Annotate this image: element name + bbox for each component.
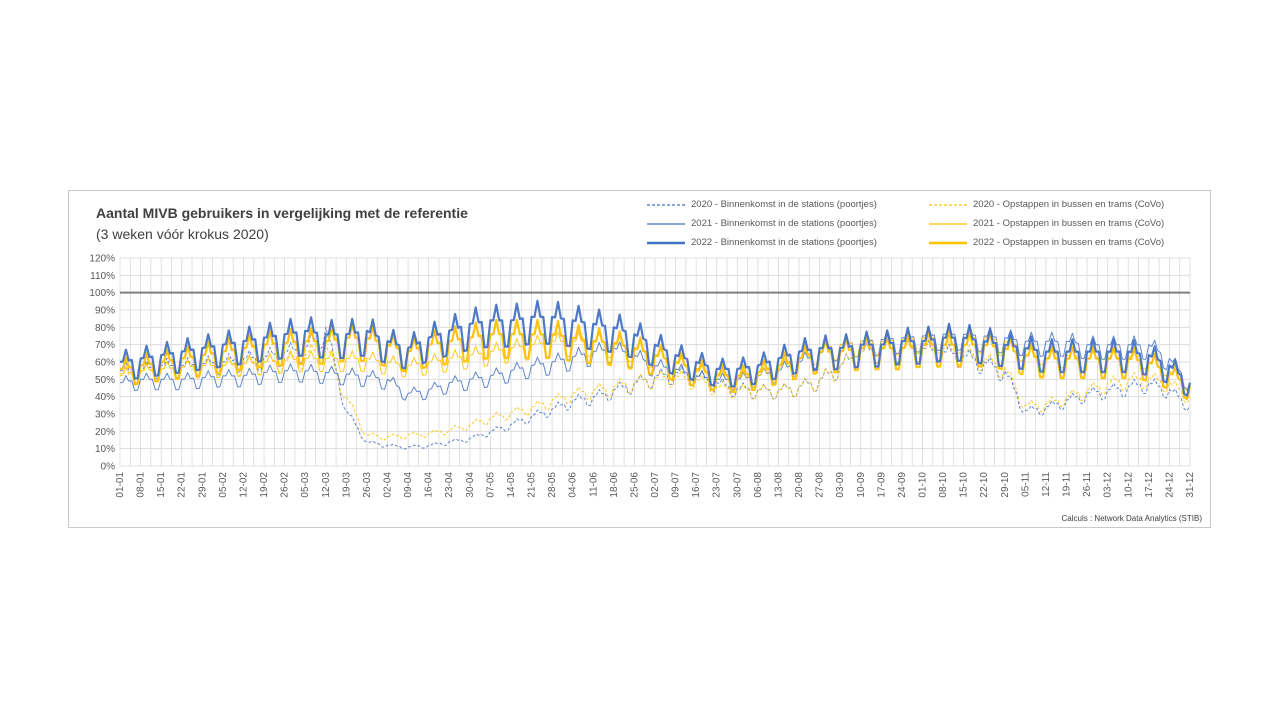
series-line <box>119 299 1192 397</box>
legend-item-2021-stations: 2021 - Binnenkomst in de stations (poort… <box>647 218 877 229</box>
legend-swatch <box>929 222 967 225</box>
legend-swatch <box>929 203 967 206</box>
legend-label: 2022 - Opstappen in bussen en trams (CoV… <box>973 237 1165 248</box>
y-tick-label: 70% <box>95 340 115 351</box>
x-tick-label: 16-07 <box>691 472 702 498</box>
chart-legend: 2020 - Binnenkomst in de stations (poort… <box>647 198 1207 254</box>
x-tick-label: 30-07 <box>732 472 743 498</box>
chart-title: Aantal MIVB gebruikers in vergelijking m… <box>96 205 468 221</box>
x-tick-label: 25-06 <box>629 472 640 498</box>
x-tick-label: 23-04 <box>444 472 455 498</box>
x-tick-label: 27-08 <box>815 472 826 498</box>
y-tick-label: 100% <box>89 288 115 299</box>
y-tick-label: 0% <box>101 462 116 473</box>
x-tick-label: 10-09 <box>856 472 867 498</box>
x-tick-label: 08-01 <box>136 472 147 498</box>
x-tick-label: 20-08 <box>794 472 805 498</box>
legend-label: 2020 - Opstappen in bussen en trams (CoV… <box>973 199 1165 210</box>
x-tick-label: 24-09 <box>897 472 908 498</box>
x-tick-label: 10-12 <box>1123 472 1134 498</box>
x-tick-label: 02-07 <box>650 472 661 498</box>
x-tick-label: 19-11 <box>1062 472 1073 497</box>
x-tick-label: 12-03 <box>321 472 332 498</box>
y-tick-label: 60% <box>95 358 115 369</box>
y-tick-label: 110% <box>90 271 115 282</box>
x-tick-label: 29-10 <box>1000 472 1011 498</box>
legend-swatch <box>647 241 685 244</box>
x-tick-label: 05-02 <box>218 472 229 498</box>
legend-swatch <box>647 222 685 225</box>
x-tick-label: 17-12 <box>1144 472 1155 498</box>
y-tick-label: 20% <box>95 427 115 438</box>
x-tick-label: 05-03 <box>300 472 311 498</box>
x-tick-label: 14-05 <box>506 472 517 498</box>
x-tick-label: 07-05 <box>485 472 496 498</box>
y-tick-label: 90% <box>95 306 115 317</box>
legend-item-2020-covo: 2020 - Opstappen in bussen en trams (CoV… <box>929 199 1164 210</box>
chart-subtitle: (3 weken vóór krokus 2020) <box>96 226 269 242</box>
legend-label: 2021 - Binnenkomst in de stations (poort… <box>691 218 877 229</box>
x-tick-label: 01-01 <box>115 472 126 498</box>
legend-swatch <box>647 203 685 206</box>
x-tick-label: 22-10 <box>979 472 990 498</box>
legend-label: 2022 - Binnenkomst in de stations (poort… <box>691 237 877 248</box>
x-tick-label: 17-09 <box>876 472 887 498</box>
chart-plot: 0% 10% 20% 30% 40% 50% 60% 70% 80% 90% 100% 110% 120… <box>89 254 1196 498</box>
x-tick-label: 15-10 <box>959 472 970 498</box>
legend-item-2020-stations: 2020 - Binnenkomst in de stations (poort… <box>647 199 877 210</box>
legend-label: 2020 - Binnenkomst in de stations (poort… <box>691 199 877 210</box>
x-tick-label: 19-03 <box>341 472 352 498</box>
legend-item-2022-covo: 2022 - Opstappen in bussen en trams (CoV… <box>929 237 1164 248</box>
x-tick-label: 29-01 <box>197 472 208 498</box>
y-tick-label: 10% <box>95 444 115 455</box>
x-tick-label: 18-06 <box>609 472 620 498</box>
x-tick-label: 19-02 <box>259 472 270 498</box>
legend-label: 2021 - Opstappen in bussen en trams (CoV… <box>973 218 1165 229</box>
x-tick-label: 16-04 <box>424 472 435 498</box>
x-tick-label: 24-12 <box>1164 472 1175 498</box>
x-tick-label: 26-03 <box>362 472 373 498</box>
x-axis: 01-01 08-01 15-01 22-01 29-01 05-02 12-02 19-02… <box>115 472 1196 498</box>
x-tick-label: 26-11 <box>1082 472 1093 497</box>
series-group <box>119 299 1192 450</box>
y-tick-label: 40% <box>95 392 115 403</box>
x-tick-label: 15-01 <box>156 472 167 498</box>
legend-item-2021-covo: 2021 - Opstappen in bussen en trams (CoV… <box>929 218 1164 229</box>
x-tick-label: 02-04 <box>383 472 394 498</box>
x-tick-label: 05-11 <box>1020 472 1031 497</box>
x-tick-label: 09-07 <box>671 472 682 498</box>
x-tick-label: 21-05 <box>527 472 538 498</box>
x-tick-label: 30-04 <box>465 472 476 498</box>
x-tick-label: 12-11 <box>1041 472 1052 497</box>
x-tick-label: 13-08 <box>773 472 784 498</box>
x-tick-label: 03-09 <box>835 472 846 498</box>
data-credit: Calculs : Network Data Analytics (STIB) <box>1061 514 1202 523</box>
x-tick-label: 01-10 <box>918 472 929 498</box>
chart-card: 0% 10% 20% 30% 40% 50% 60% 70% 80% 90% 100% 110% 120… <box>68 190 1211 528</box>
x-tick-label: 08-10 <box>938 472 949 498</box>
x-tick-label: 22-01 <box>177 472 188 498</box>
x-tick-label: 11-06 <box>588 472 599 497</box>
y-tick-label: 30% <box>95 410 115 421</box>
y-tick-label: 50% <box>95 375 115 386</box>
x-tick-label: 23-07 <box>712 472 723 498</box>
y-tick-label: 80% <box>95 323 115 334</box>
x-tick-label: 31-12 <box>1185 472 1196 498</box>
x-tick-label: 28-05 <box>547 472 558 498</box>
x-tick-label: 04-06 <box>568 472 579 498</box>
x-tick-label: 06-08 <box>753 472 764 498</box>
y-tick-label: 120% <box>89 254 115 265</box>
legend-swatch <box>929 241 967 244</box>
x-tick-label: 12-02 <box>238 472 249 498</box>
legend-item-2022-stations: 2022 - Binnenkomst in de stations (poort… <box>647 237 877 248</box>
x-tick-label: 03-12 <box>1103 472 1114 498</box>
x-tick-label: 26-02 <box>280 472 291 498</box>
x-tick-label: 09-04 <box>403 472 414 498</box>
